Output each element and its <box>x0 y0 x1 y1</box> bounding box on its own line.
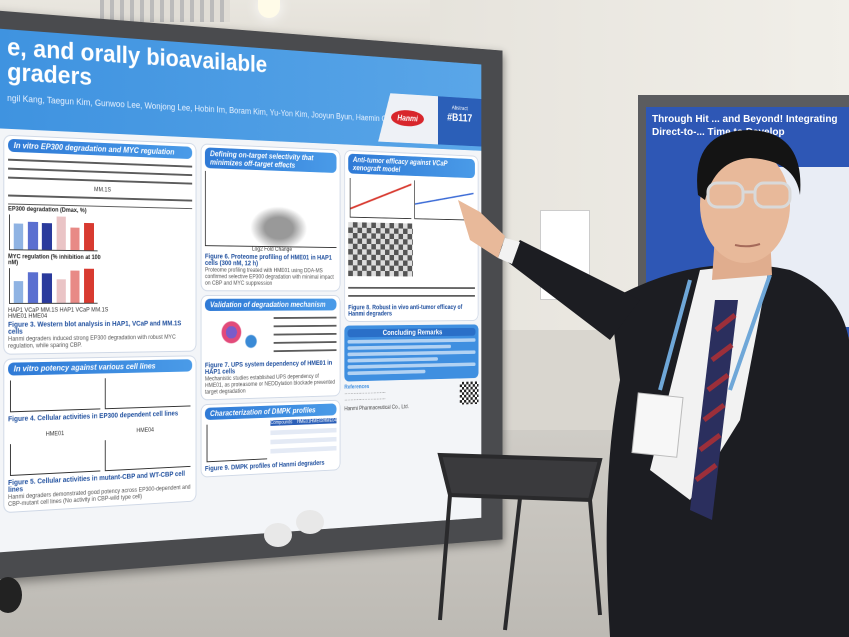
visitor-feet <box>0 510 324 613</box>
glasses-icon <box>706 181 792 209</box>
hair <box>697 130 801 200</box>
hand <box>458 200 505 258</box>
name-badge <box>631 392 684 458</box>
shirt-cuff <box>498 238 520 264</box>
ceiling-lamp <box>258 0 280 18</box>
ceiling-duct <box>100 0 230 22</box>
chair <box>437 452 603 631</box>
lanyard <box>658 274 772 391</box>
mouth <box>734 243 761 248</box>
face <box>700 147 790 263</box>
pointing-arm <box>505 240 640 340</box>
background-poster-title: Through Hit ... and Beyond! Integrating … <box>652 114 838 138</box>
presenter <box>458 130 849 637</box>
